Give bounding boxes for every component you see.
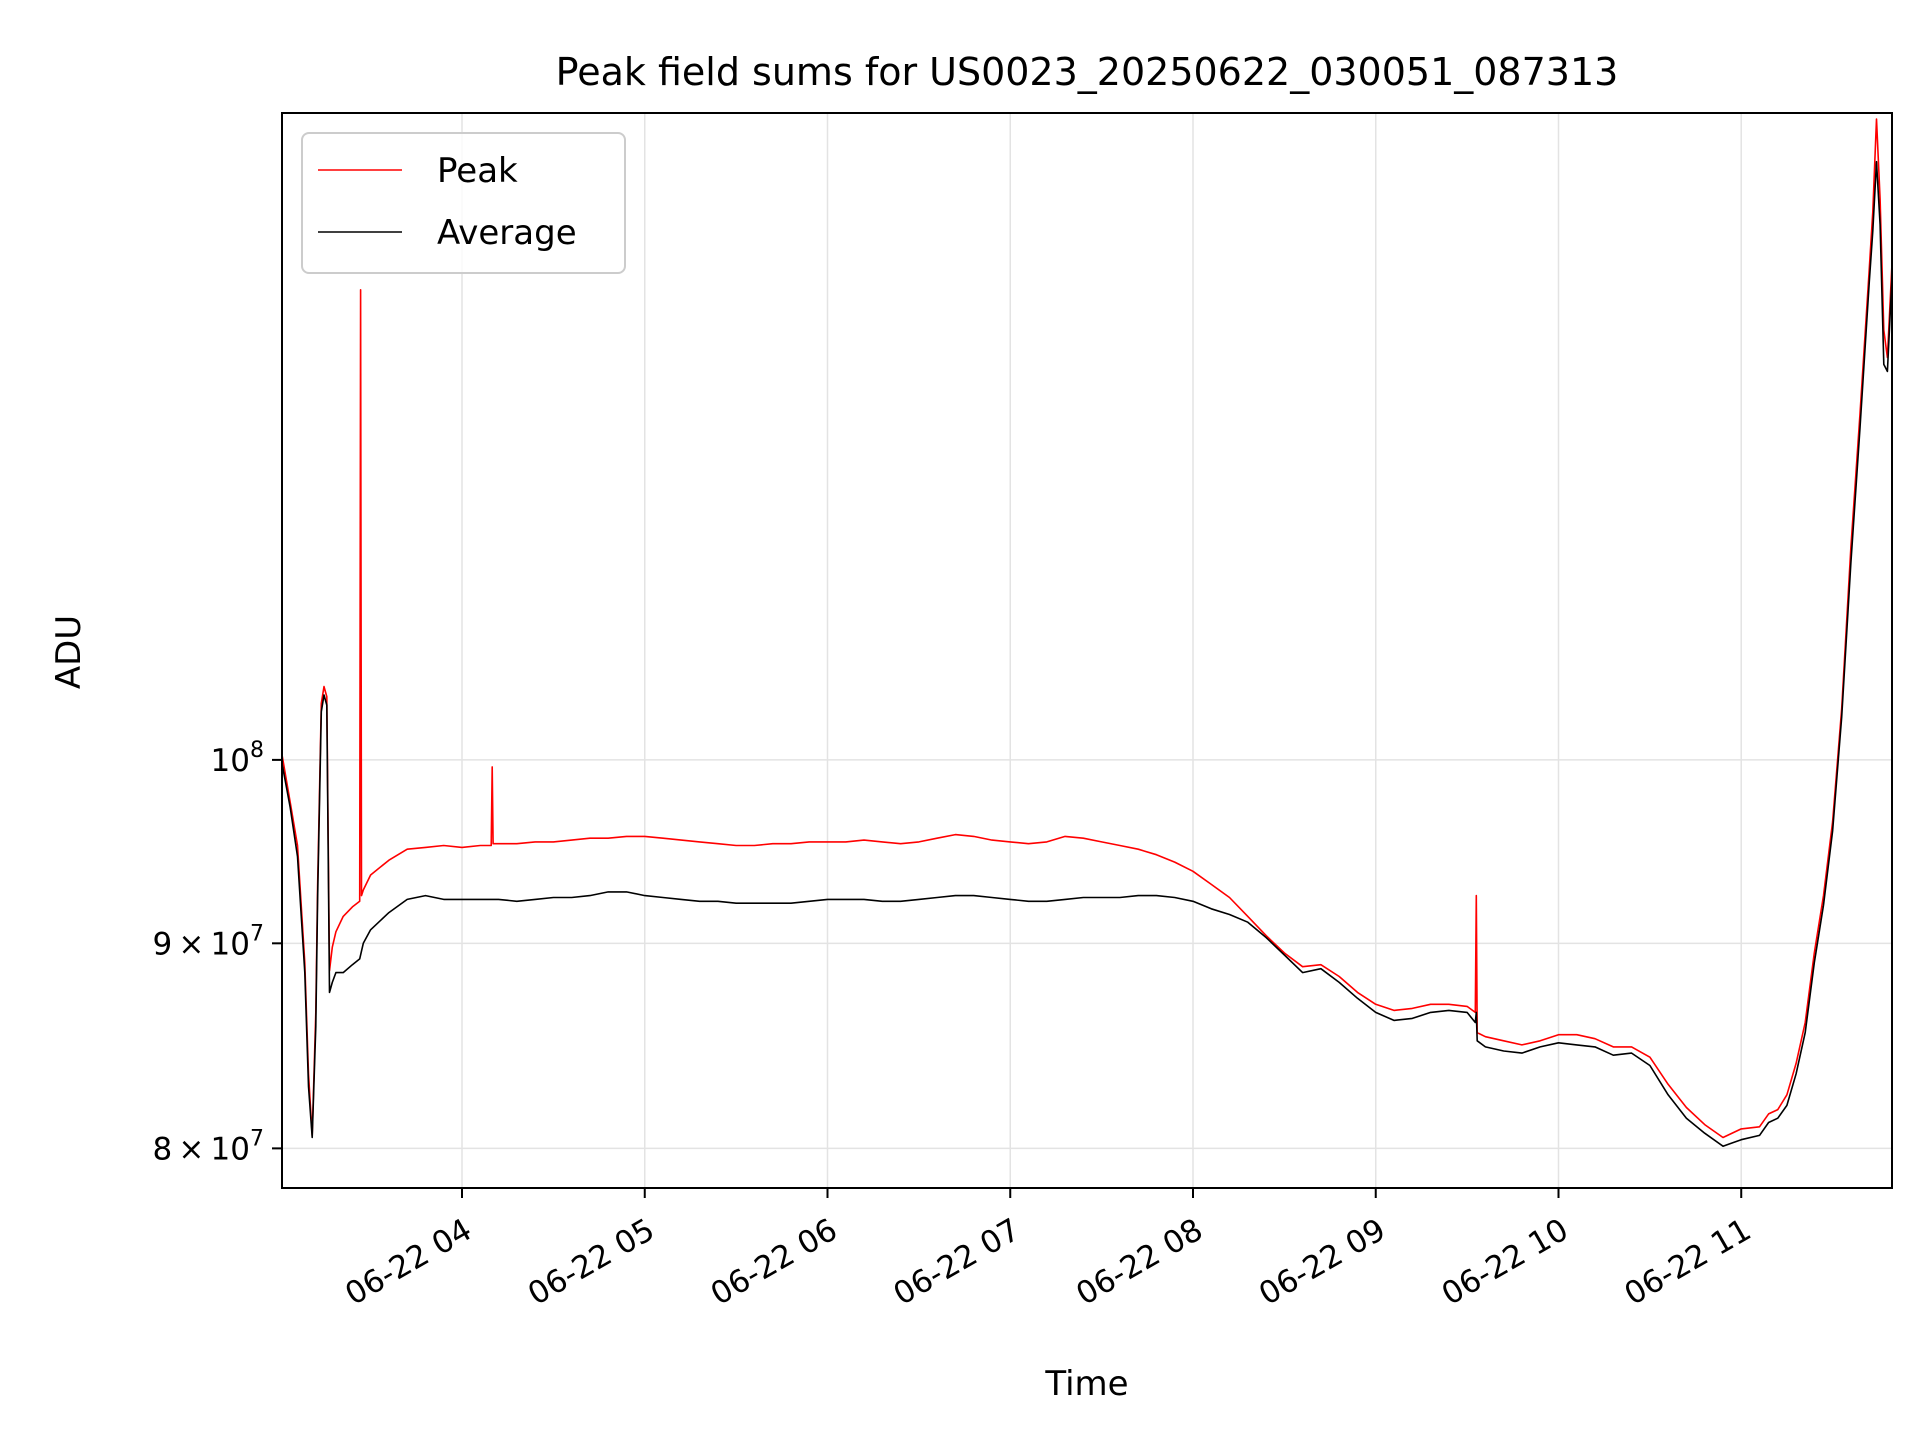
legend-label-average: Average — [437, 213, 577, 253]
y-tick-label: 9 × 107 — [152, 921, 264, 962]
legend: Peak Average — [301, 132, 626, 274]
series-line-average — [281, 160, 1893, 1147]
series-line-peak — [281, 118, 1893, 1139]
x-axis-label: Time — [1044, 1364, 1128, 1404]
legend-box — [301, 132, 626, 274]
chart-title: Peak field sums for US0023_20250622_0300… — [556, 50, 1619, 94]
y-axis-label: ADU — [49, 615, 89, 689]
legend-label-peak: Peak — [437, 151, 518, 191]
y-tick-label: 8 × 107 — [152, 1126, 264, 1167]
plot-frame — [281, 112, 1893, 1189]
y-tick-label: 108 — [211, 738, 264, 779]
plot-series — [281, 118, 1893, 1147]
gridlines — [282, 113, 1892, 1188]
